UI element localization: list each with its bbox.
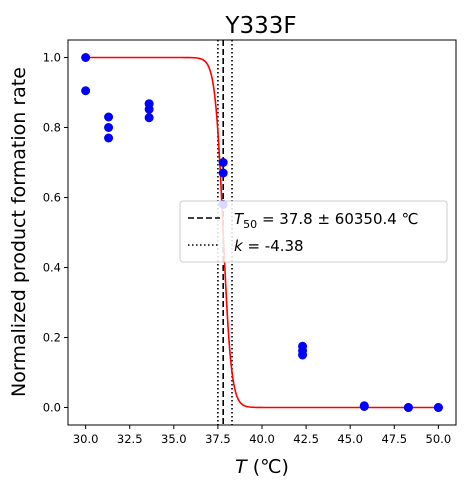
chart-title: Y333F xyxy=(224,13,296,39)
data-point xyxy=(104,123,114,132)
fit-curve-layer xyxy=(85,56,439,409)
legend-box xyxy=(179,200,448,263)
x-tick-label: 30.0 xyxy=(73,432,99,446)
data-point xyxy=(403,403,413,412)
data-point xyxy=(81,86,91,96)
y-tick-label: 0.8 xyxy=(43,121,61,135)
fit-curve xyxy=(85,56,439,409)
plot-area: 30.0 32.5 35.0 37.5 40.0 42.5 45.0 47.5 50.0 0.0… xyxy=(43,39,457,446)
y-axis-title: Normalized product formation rate xyxy=(8,67,30,397)
data-point xyxy=(298,350,308,360)
legend-k-symbol: k xyxy=(234,237,244,255)
x-tick-label: 35.0 xyxy=(161,432,187,446)
x-tick-label: 45.0 xyxy=(337,432,363,446)
x-tick-label: 37.5 xyxy=(205,432,231,446)
legend-t50-subscript: 50 xyxy=(243,218,257,231)
data-point xyxy=(144,113,154,123)
x-axis-variable: T xyxy=(235,456,248,478)
data-points-layer xyxy=(81,53,443,412)
x-axis-unit: (℃) xyxy=(247,456,289,478)
y-tick-label: 0.0 xyxy=(43,401,61,415)
data-point xyxy=(144,104,154,114)
y-tick-label: 0.4 xyxy=(43,261,61,275)
x-tick-label: 40.0 xyxy=(249,432,275,446)
x-axis-ticks: 30.0 32.5 35.0 37.5 40.0 42.5 45.0 47.5 50.0 xyxy=(73,425,451,446)
y-tick-label: 0.6 xyxy=(43,191,61,205)
x-tick-label: 32.5 xyxy=(117,432,143,446)
data-point xyxy=(218,168,228,178)
data-point xyxy=(218,158,228,167)
x-tick-label: 47.5 xyxy=(381,432,407,446)
x-tick-label: 42.5 xyxy=(293,432,319,446)
legend-label-k: k = -4.38 xyxy=(234,237,304,255)
legend-k-value: = -4.38 xyxy=(243,237,304,255)
x-axis-title: T (℃) xyxy=(235,456,289,478)
data-point xyxy=(104,133,114,143)
y-tick-label: 1.0 xyxy=(43,51,61,65)
data-point xyxy=(81,53,91,62)
legend: T50 = 37.8 ± 60350.4 ℃ k = -4.38 xyxy=(179,200,448,263)
legend-t50-value: = 37.8 ± 60350.4 ℃ xyxy=(257,210,418,228)
data-point xyxy=(104,112,114,122)
y-tick-label: 0.2 xyxy=(43,331,61,345)
legend-label-t50: T50 = 37.8 ± 60350.4 ℃ xyxy=(234,210,418,231)
data-point xyxy=(359,401,369,411)
legend-t50-symbol: T xyxy=(234,210,245,228)
y-axis-ticks: 0.0 0.2 0.4 0.6 0.8 1.0 xyxy=(43,51,68,415)
data-point xyxy=(433,403,443,412)
x-tick-label: 50.0 xyxy=(426,432,452,446)
